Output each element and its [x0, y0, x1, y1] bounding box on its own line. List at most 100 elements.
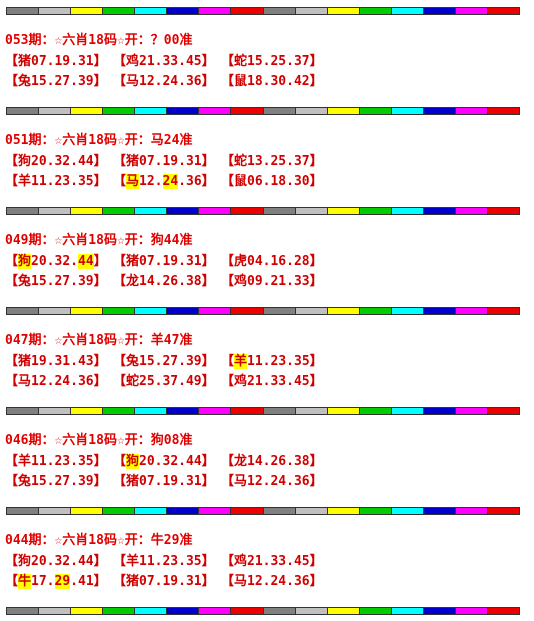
zodiac-item: 【兔15.27.39】 [5, 70, 107, 89]
item-text: 20.32. [31, 254, 78, 269]
zodiac-item: 【蛇25.37.49】 [113, 370, 215, 389]
stripe [103, 8, 136, 14]
item-text: 【鸡09.21.33】 [221, 274, 323, 289]
zodiac-item: 【狗20.32.44】 [5, 250, 107, 269]
item-text: 20.32.44】 [139, 454, 215, 469]
stripe [71, 108, 104, 114]
item-text: 【蛇25.37.49】 [113, 374, 215, 389]
stripe [167, 308, 200, 314]
stripe [455, 608, 488, 614]
highlighted-text: 马 [126, 174, 140, 189]
stripe [487, 308, 519, 314]
stripe [231, 508, 264, 514]
stripe [135, 308, 168, 314]
zodiac-item: 【羊11.23.35】 [113, 550, 215, 569]
item-text: 【鸡21.33.45】 [113, 54, 215, 69]
stripe [39, 108, 72, 114]
color-separator [6, 407, 520, 415]
issue-title: 047期：☆六肖18码☆开：羊47准 [5, 333, 193, 348]
stripe [423, 8, 456, 14]
stripe [39, 8, 72, 14]
zodiac-item: 【猪07.19.31】 [113, 150, 215, 169]
issue-title: 053期：☆六肖18码☆开：？00准 [5, 33, 193, 48]
highlighted-text: 狗 [126, 454, 140, 469]
item-text: 【羊11.23.35】 [5, 174, 107, 189]
highlighted-text: 羊 [234, 354, 248, 369]
item-text: 【兔15.27.39】 [5, 74, 107, 89]
stripe [295, 8, 328, 14]
item-text: 【鼠06.18.30】 [221, 174, 323, 189]
stripe [487, 208, 519, 214]
stripe [39, 508, 72, 514]
highlighted-text: 牛 [18, 574, 32, 589]
stripe [231, 608, 264, 614]
item-text: 【 [113, 454, 127, 469]
stripe [167, 8, 200, 14]
zodiac-item: 【龙14.26.38】 [221, 450, 323, 469]
zodiac-item: 【马12.24.36】 [113, 70, 215, 89]
zodiac-item: 【猪07.19.31】 [5, 50, 107, 69]
item-text: 【 [221, 354, 235, 369]
item-text: 【 [5, 254, 19, 269]
stripe [71, 608, 104, 614]
zodiac-item: 【猪19.31.43】 [5, 350, 107, 369]
item-text: .41】 [70, 574, 107, 589]
zodiac-item: 【鸡21.33.45】 [221, 370, 323, 389]
stripe [7, 508, 40, 514]
item-text: 【马12.24.36】 [221, 574, 323, 589]
stripe [391, 108, 424, 114]
stripe [199, 108, 232, 114]
stripe [103, 308, 136, 314]
item-text: 【兔15.27.39】 [113, 354, 215, 369]
item-text: 【蛇13.25.37】 [221, 154, 323, 169]
zodiac-item: 【鸡09.21.33】 [221, 270, 323, 289]
zodiac-item: 【羊11.23.35】 [5, 450, 107, 469]
zodiac-item: 【蛇15.25.37】 [221, 50, 323, 69]
item-text: 【猪07.19.31】 [113, 254, 215, 269]
issue-title: 046期：☆六肖18码☆开：狗08准 [5, 433, 193, 448]
item-text: 【猪19.31.43】 [5, 354, 107, 369]
item-text: 【蛇15.25.37】 [221, 54, 323, 69]
zodiac-item: 【狗20.32.44】 [5, 550, 107, 569]
stripe [455, 208, 488, 214]
item-text: 【虎04.16.28】 [221, 254, 323, 269]
stripe [103, 408, 136, 414]
stripe [263, 408, 296, 414]
item-text: 【马12.24.36】 [5, 374, 107, 389]
stripe [135, 408, 168, 414]
item-text: 17. [31, 574, 55, 589]
stripe [167, 408, 200, 414]
item-text: 】 [93, 254, 107, 269]
highlighted-text: 44 [78, 254, 94, 269]
stripe [103, 108, 136, 114]
stripe [487, 8, 519, 14]
stripe [391, 208, 424, 214]
stripe [39, 308, 72, 314]
stripe [231, 308, 264, 314]
stripe [263, 308, 296, 314]
stripe [103, 208, 136, 214]
stripe [71, 308, 104, 314]
stripe [295, 608, 328, 614]
stripe [7, 308, 40, 314]
zodiac-item: 【兔15.27.39】 [5, 270, 107, 289]
zodiac-item: 【蛇13.25.37】 [221, 150, 323, 169]
stripe [487, 408, 519, 414]
stripe [263, 208, 296, 214]
stripe [71, 508, 104, 514]
stripe [359, 308, 392, 314]
color-separator [6, 7, 520, 15]
item-text: 【马12.24.36】 [113, 74, 215, 89]
stripe [71, 408, 104, 414]
stripe [391, 308, 424, 314]
color-separator [6, 207, 520, 215]
zodiac-item: 【猪07.19.31】 [113, 470, 215, 489]
stripe [487, 608, 519, 614]
item-text: 12. [139, 174, 163, 189]
stripe [359, 108, 392, 114]
item-text: 【 [113, 174, 127, 189]
item-text: 【兔15.27.39】 [5, 474, 107, 489]
stripe [327, 608, 360, 614]
issue-title: 044期：☆六肖18码☆开：牛29准 [5, 533, 193, 548]
stripe [263, 508, 296, 514]
